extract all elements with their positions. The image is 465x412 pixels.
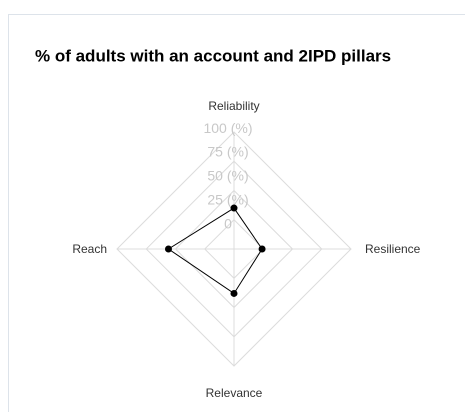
- data-point: [230, 289, 238, 297]
- y-tick-label: 75 (%): [207, 144, 248, 160]
- y-tick-label: 50 (%): [207, 168, 248, 184]
- y-tick-label: 25 (%): [207, 192, 248, 208]
- data-point: [230, 204, 238, 212]
- chart-title: % of adults with an account and 2IPD pil…: [35, 46, 391, 65]
- data-point: [258, 245, 266, 253]
- card: [8, 14, 465, 412]
- category-label: Relevance: [206, 386, 263, 400]
- y-tick-label: 0: [224, 216, 232, 232]
- category-label: Reach: [72, 242, 107, 256]
- data-point: [164, 245, 172, 253]
- y-tick-label: 100 (%): [203, 120, 252, 136]
- category-label: Resilience: [365, 242, 421, 256]
- category-label: Reliability: [208, 99, 259, 113]
